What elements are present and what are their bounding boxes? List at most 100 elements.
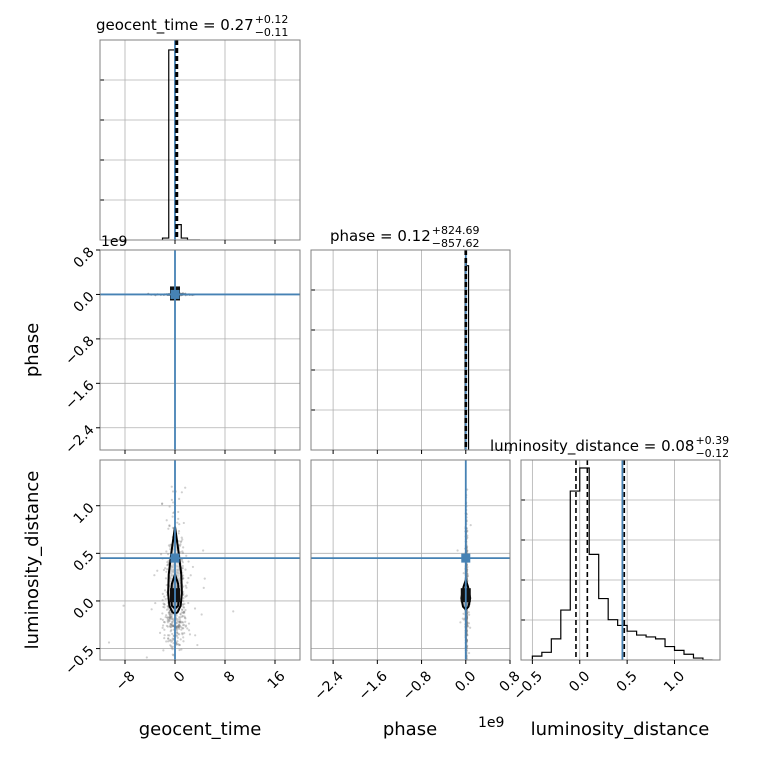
sample-point (122, 604, 125, 607)
sample-point (184, 625, 187, 628)
sample-point (180, 608, 184, 611)
sample-point (169, 638, 172, 642)
sample-point (150, 608, 153, 611)
sample-point (183, 611, 186, 615)
sample-point (170, 615, 173, 619)
sample-point (176, 621, 179, 624)
sample-point (161, 618, 164, 621)
sample-point (171, 632, 174, 636)
sample-point (163, 628, 166, 631)
sample-point (167, 544, 171, 547)
sample-point (177, 517, 180, 520)
sample-point (467, 625, 470, 628)
sample-point (180, 540, 183, 543)
sample-point (168, 616, 171, 619)
sample-point (187, 629, 191, 632)
sample-point (176, 521, 179, 524)
sample-point (466, 534, 469, 537)
sample-point (161, 502, 164, 505)
sample-point (168, 609, 171, 612)
sample-point (166, 674, 168, 676)
sample-point (184, 595, 187, 598)
sample-point (145, 656, 148, 659)
sample-point (166, 619, 169, 623)
sample-point (169, 543, 172, 546)
sample-point (168, 524, 171, 527)
sample-point (167, 637, 170, 640)
sample-point (184, 608, 187, 612)
sample-point (466, 634, 469, 637)
sample-point (166, 625, 169, 628)
panel-content (521, 460, 720, 660)
sample-point (202, 549, 205, 552)
sample-point (181, 624, 185, 627)
sample-point (162, 602, 165, 605)
sample-point (169, 622, 172, 626)
tick-label-x-luminosity_distance: 1.0 (661, 668, 688, 695)
sample-point (459, 621, 462, 624)
sample-point (462, 572, 465, 575)
sample-point (184, 620, 187, 623)
sample-point (200, 613, 203, 616)
sample-point (467, 622, 471, 625)
sample-point (182, 640, 185, 643)
panel-content (100, 250, 300, 450)
sample-point (165, 624, 168, 627)
sample-point (469, 626, 472, 629)
sample-point (466, 624, 469, 627)
sample-point (166, 634, 170, 637)
sample-point (179, 619, 182, 623)
sample-point (162, 620, 166, 624)
panel-background (311, 460, 510, 660)
sample-point (191, 565, 195, 569)
sample-point (182, 600, 185, 603)
sample-point (165, 608, 169, 611)
sample-point (466, 574, 470, 578)
tick-label-x-luminosity_distance: 0.5 (614, 668, 641, 695)
sample-point (176, 626, 179, 629)
sample-point (171, 653, 174, 656)
sample-point (179, 551, 182, 554)
sample-point (165, 614, 168, 617)
sample-point (184, 486, 187, 489)
sample-point (181, 564, 184, 568)
tick-label-y-phase: −2.4 (62, 422, 97, 457)
sample-point (181, 551, 185, 555)
tick-label-y-phase: 0.0 (71, 289, 98, 316)
sample-point (170, 662, 172, 664)
sample-point (176, 624, 179, 627)
panel-frame (99, 39, 301, 241)
sample-point (182, 546, 185, 549)
sample-point (203, 577, 206, 580)
sample-point (181, 615, 184, 618)
sample-point (186, 627, 189, 630)
title-name: luminosity_distance (490, 437, 639, 456)
sample-point (180, 559, 184, 562)
sample-point (177, 510, 180, 514)
tick-label-x-luminosity_distance: 0.0 (566, 668, 593, 695)
sample-point (167, 618, 170, 621)
sample-point (176, 640, 179, 643)
tick-label-y-luminosity_distance: 0.5 (71, 548, 98, 575)
sample-point (163, 603, 166, 606)
sample-point (183, 602, 186, 606)
sample-point (468, 613, 471, 616)
sample-point (180, 621, 183, 624)
panel-frame (520, 459, 721, 661)
sample-point (466, 565, 469, 569)
truth-marker (461, 553, 471, 563)
sample-point (182, 621, 185, 624)
sample-point (181, 538, 184, 541)
sample-point (162, 568, 166, 572)
title-plus-geocent_time: +0.12 (255, 13, 289, 26)
sample-point (179, 621, 182, 624)
sample-point (182, 605, 185, 609)
sample-point (178, 643, 182, 647)
sample-point (178, 621, 182, 624)
title-name: phase (330, 227, 375, 245)
sample-point (177, 643, 180, 646)
title-text-luminosity_distance: luminosity_distance = 0.08 (490, 437, 694, 456)
sample-point (181, 614, 184, 617)
sample-point (182, 627, 185, 630)
title-minus-geocent_time: −0.11 (255, 26, 289, 39)
